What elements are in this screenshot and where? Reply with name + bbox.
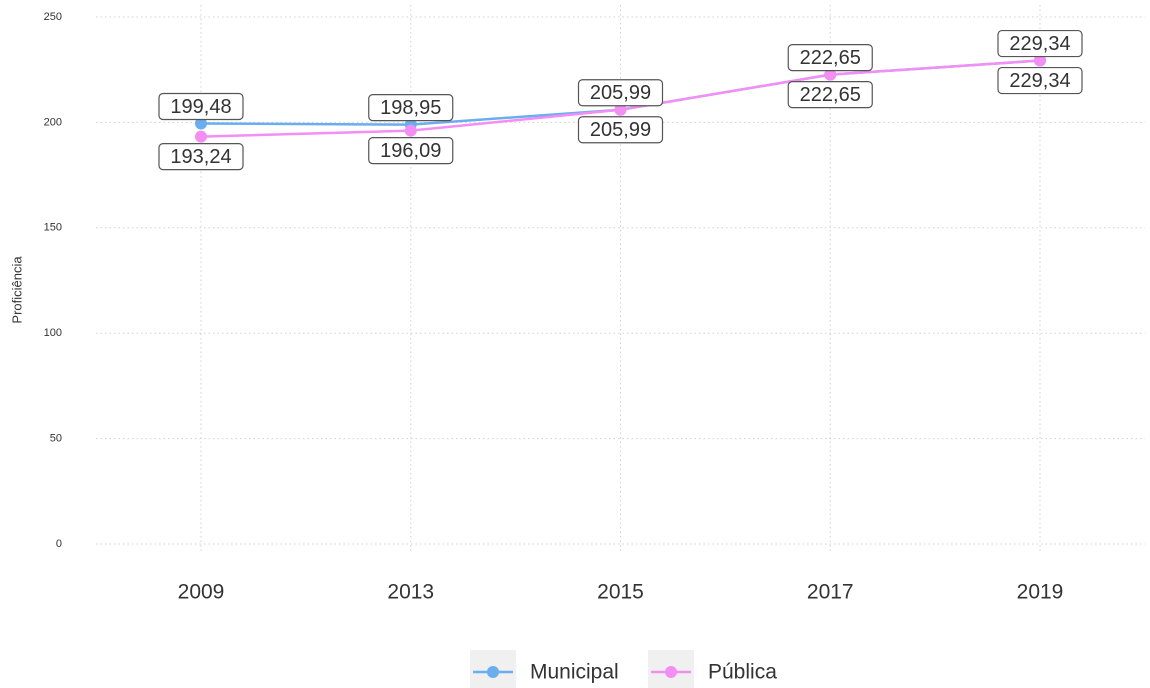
data-label: 198,95 <box>380 97 441 119</box>
point <box>614 103 627 116</box>
data-label: 222,65 <box>800 84 861 106</box>
label-box <box>158 143 244 171</box>
point <box>404 124 417 137</box>
data-label: 205,99 <box>590 119 651 141</box>
point <box>195 130 207 143</box>
label-box <box>787 44 873 72</box>
data-label: 229,34 <box>1009 33 1070 55</box>
data-label: 222,65 <box>800 47 861 69</box>
legend-key-point <box>487 666 499 678</box>
y-tick-label: 150 <box>44 222 62 234</box>
point <box>1034 54 1046 67</box>
label-box <box>158 92 244 121</box>
data-label: 199,48 <box>170 96 231 118</box>
x-tick-label: 2015 <box>597 581 644 604</box>
label-box <box>997 66 1083 95</box>
y-tick-label: 0 <box>56 538 62 550</box>
point <box>195 117 207 130</box>
label-box <box>368 137 454 165</box>
y-tick-label: 200 <box>44 116 62 128</box>
data-label: 196,09 <box>380 140 441 162</box>
y-axis-title: Proficiência <box>9 256 24 324</box>
data-label: 193,24 <box>170 146 231 168</box>
y-tick-label: 50 <box>50 433 62 445</box>
legend-key-point <box>665 666 677 678</box>
x-tick-label: 2017 <box>807 581 854 604</box>
data-label: 229,34 <box>1009 70 1070 92</box>
label-box <box>577 116 664 144</box>
data-label: 205,99 <box>590 82 651 104</box>
x-tick-label: 2019 <box>1017 581 1064 604</box>
legend-label: Municipal <box>530 661 619 684</box>
point <box>824 68 837 81</box>
y-tick-label: 250 <box>44 11 62 23</box>
y-tick-label: 100 <box>44 327 62 339</box>
label-box <box>577 79 664 107</box>
x-tick-label: 2009 <box>178 581 225 604</box>
label-box <box>997 29 1083 58</box>
label-box <box>787 81 873 109</box>
legend-label: Pública <box>708 661 777 684</box>
x-tick-label: 2013 <box>387 581 434 604</box>
label-box <box>368 94 454 122</box>
